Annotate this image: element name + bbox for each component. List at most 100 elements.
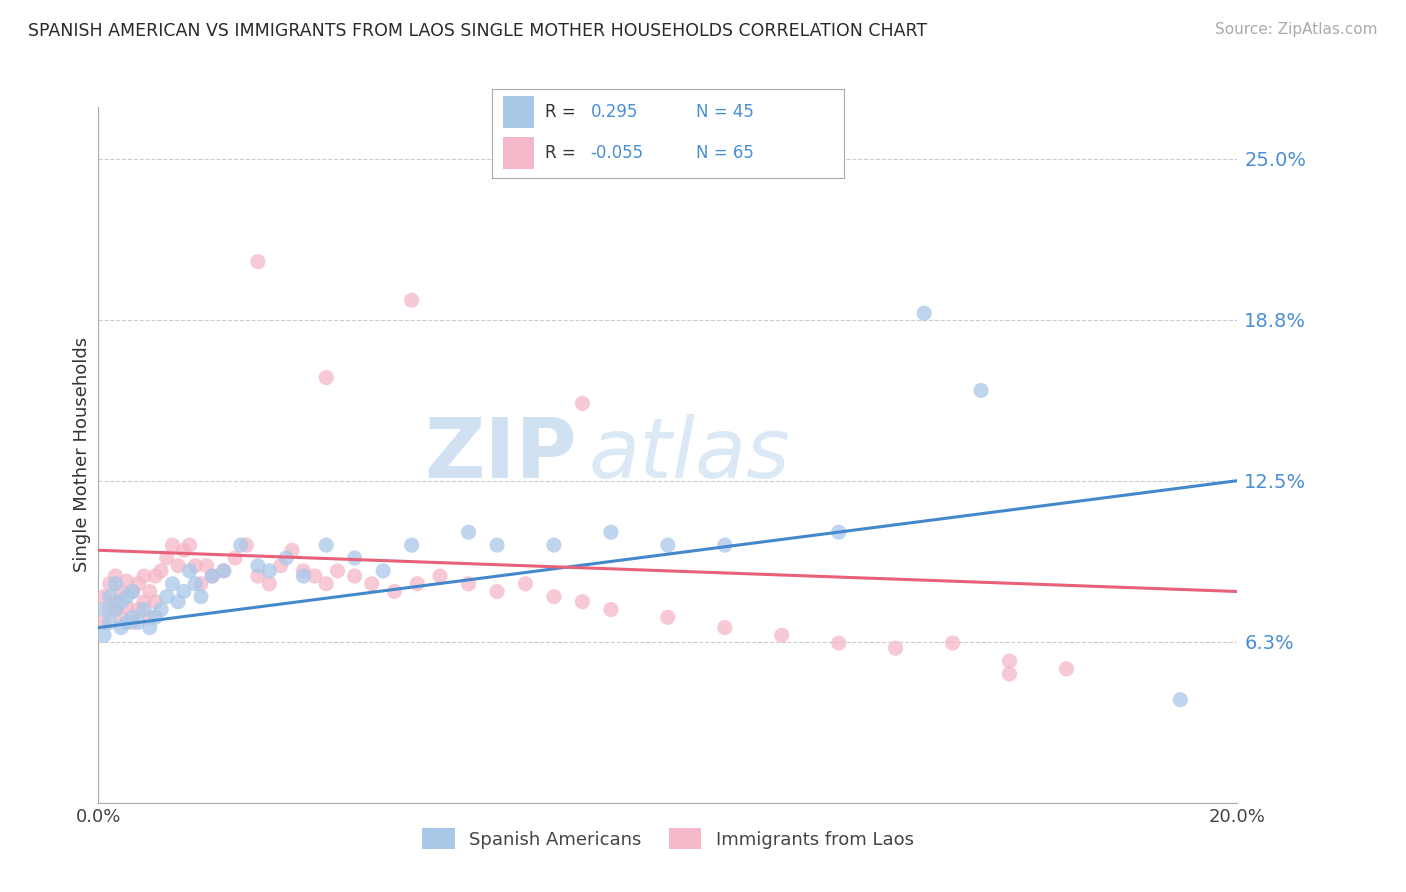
Text: SPANISH AMERICAN VS IMMIGRANTS FROM LAOS SINGLE MOTHER HOUSEHOLDS CORRELATION CH: SPANISH AMERICAN VS IMMIGRANTS FROM LAOS…	[28, 22, 927, 40]
Point	[184, 576, 207, 591]
Point	[373, 564, 395, 578]
Point	[115, 615, 138, 630]
Point	[127, 615, 149, 630]
Point	[104, 569, 127, 583]
Point	[486, 584, 509, 599]
Point	[98, 602, 121, 616]
Point	[179, 564, 201, 578]
Point	[714, 538, 737, 552]
Point	[115, 590, 138, 604]
Point	[138, 584, 160, 599]
Text: N = 65: N = 65	[696, 145, 754, 162]
Point	[401, 538, 423, 552]
Point	[110, 621, 132, 635]
Point	[543, 590, 565, 604]
Point	[246, 254, 269, 268]
Point	[98, 615, 121, 630]
Point	[304, 569, 326, 583]
Point	[167, 558, 190, 573]
Point	[571, 595, 593, 609]
Point	[384, 584, 406, 599]
Point	[315, 538, 337, 552]
Point	[1056, 662, 1078, 676]
Point	[770, 628, 793, 642]
Point	[93, 628, 115, 642]
Point	[110, 595, 132, 609]
Point	[657, 610, 679, 624]
Point	[543, 538, 565, 552]
Text: 0.295: 0.295	[591, 103, 638, 121]
Point	[326, 564, 349, 578]
Text: atlas: atlas	[588, 415, 790, 495]
Point	[127, 602, 149, 616]
Point	[828, 636, 851, 650]
Point	[190, 590, 212, 604]
Point	[150, 602, 173, 616]
Point	[184, 558, 207, 573]
Point	[98, 576, 121, 591]
Point	[127, 576, 149, 591]
Point	[195, 558, 218, 573]
Text: Source: ZipAtlas.com: Source: ZipAtlas.com	[1215, 22, 1378, 37]
Point	[343, 551, 366, 566]
Point	[115, 599, 138, 614]
Text: -0.055: -0.055	[591, 145, 644, 162]
Point	[259, 576, 281, 591]
Point	[457, 525, 479, 540]
Point	[162, 576, 184, 591]
Point	[173, 584, 195, 599]
Point	[201, 569, 224, 583]
Point	[998, 654, 1021, 668]
Point	[401, 293, 423, 308]
Point	[138, 610, 160, 624]
Point	[121, 610, 143, 624]
Point	[884, 641, 907, 656]
Point	[224, 551, 246, 566]
Point	[132, 569, 155, 583]
Point	[145, 610, 167, 624]
Point	[406, 576, 429, 591]
Point	[93, 602, 115, 616]
Text: R =: R =	[544, 103, 581, 121]
Point	[93, 615, 115, 630]
Point	[212, 564, 235, 578]
Point	[600, 602, 623, 616]
Point	[270, 558, 292, 573]
Point	[132, 595, 155, 609]
Point	[162, 538, 184, 552]
Point	[98, 590, 121, 604]
Point	[121, 584, 143, 599]
Point	[145, 569, 167, 583]
Bar	[503, 96, 534, 128]
Point	[246, 569, 269, 583]
Point	[132, 602, 155, 616]
Point	[121, 615, 143, 630]
Bar	[503, 137, 534, 169]
Point	[912, 306, 935, 320]
Point	[343, 569, 366, 583]
Point	[156, 590, 179, 604]
Point	[104, 602, 127, 616]
Text: R =: R =	[544, 145, 581, 162]
Point	[657, 538, 679, 552]
Text: ZIP: ZIP	[425, 415, 576, 495]
Point	[998, 667, 1021, 681]
Point	[110, 584, 132, 599]
Point	[429, 569, 451, 583]
Legend: Spanish Americans, Immigrants from Laos: Spanish Americans, Immigrants from Laos	[415, 822, 921, 856]
Point	[179, 538, 201, 552]
Text: N = 45: N = 45	[696, 103, 754, 121]
Point	[246, 558, 269, 573]
Point	[457, 576, 479, 591]
Point	[292, 564, 315, 578]
Point	[138, 621, 160, 635]
Point	[229, 538, 252, 552]
Point	[315, 576, 337, 591]
Point	[828, 525, 851, 540]
Point	[315, 370, 337, 384]
Point	[110, 610, 132, 624]
Point	[486, 538, 509, 552]
Point	[150, 564, 173, 578]
Point	[104, 576, 127, 591]
Point	[1170, 692, 1192, 706]
